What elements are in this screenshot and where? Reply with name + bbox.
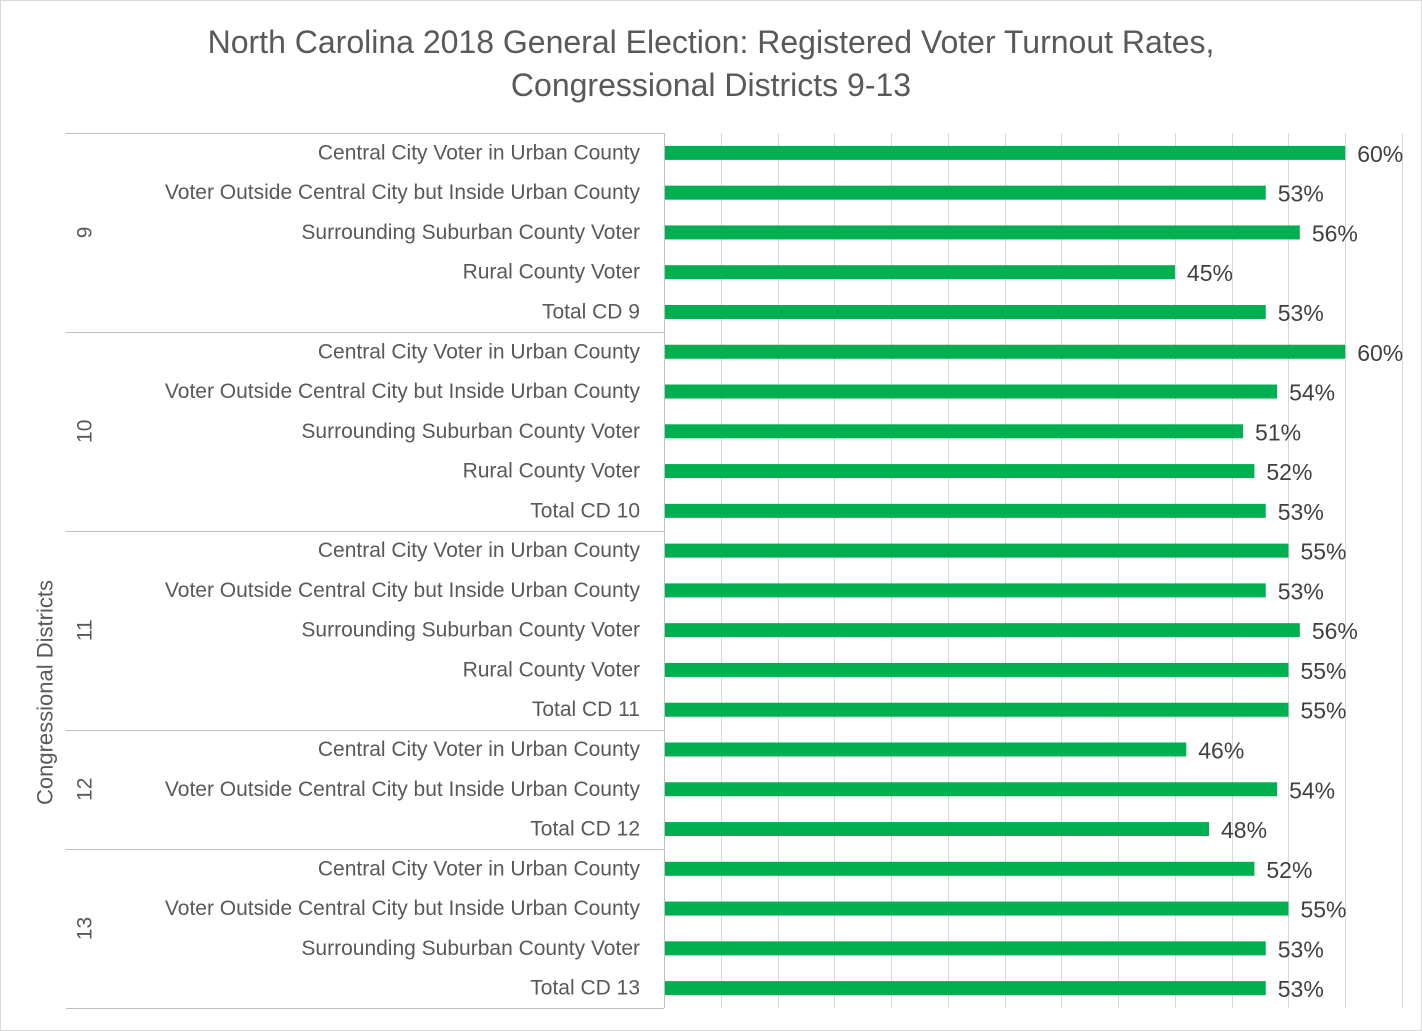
category-label: Central City Voter in Urban County: [318, 340, 641, 363]
bar: [665, 265, 1175, 280]
data-label: 55%: [1300, 698, 1346, 724]
bar: [665, 702, 1289, 717]
bar: [665, 503, 1266, 518]
group-label: 12: [74, 778, 97, 801]
category-label: Surrounding Suburban County Voter: [301, 937, 640, 960]
group-label: 11: [74, 619, 97, 641]
category-label: Voter Outside Central City but Inside Ur…: [165, 380, 641, 403]
category-label: Total CD 11: [532, 698, 640, 721]
data-label: 53%: [1278, 300, 1324, 326]
category-label: Central City Voter in Urban County: [318, 738, 641, 761]
bar: [665, 901, 1289, 916]
bar: [665, 145, 1346, 160]
category-label: Total CD 9: [542, 300, 640, 323]
data-label: 54%: [1289, 777, 1335, 803]
bar: [665, 424, 1244, 439]
bar: [665, 464, 1255, 479]
category-label: Total CD 13: [530, 977, 640, 1000]
data-label: 52%: [1266, 857, 1312, 883]
data-label: 60%: [1357, 141, 1403, 167]
chart-subtitle: Congressional Districts 9-13: [510, 67, 912, 103]
data-label: 45%: [1187, 260, 1233, 286]
category-label: Total CD 10: [530, 499, 640, 522]
bar: [665, 662, 1289, 677]
category-label: Voter Outside Central City but Inside Ur…: [165, 579, 641, 602]
data-label: 56%: [1312, 618, 1358, 644]
bar: [665, 344, 1346, 359]
category-label: Rural County Voter: [463, 460, 640, 483]
group-label: 9: [74, 227, 97, 239]
category-label: Surrounding Suburban County Voter: [301, 221, 640, 244]
category-label: Voter Outside Central City but Inside Ur…: [165, 778, 641, 801]
data-label: 53%: [1278, 976, 1324, 1002]
bar: [665, 742, 1187, 757]
category-label: Central City Voter in Urban County: [318, 141, 641, 164]
bar: [665, 543, 1289, 558]
category-label: Central City Voter in Urban County: [318, 857, 641, 880]
bar: [665, 583, 1266, 598]
data-label: 46%: [1198, 737, 1244, 763]
data-label: 53%: [1278, 578, 1324, 604]
bar: [665, 822, 1209, 837]
chart-title: North Carolina 2018 General Election: Re…: [207, 24, 1215, 60]
bar: [665, 304, 1266, 319]
data-label: 52%: [1266, 459, 1312, 485]
data-label: 54%: [1289, 380, 1335, 406]
category-label: Central City Voter in Urban County: [318, 539, 641, 562]
bar: [665, 384, 1278, 399]
category-label: Rural County Voter: [463, 261, 640, 284]
category-label: Total CD 12: [530, 818, 640, 841]
data-label: 53%: [1278, 499, 1324, 525]
category-label: Surrounding Suburban County Voter: [301, 420, 640, 443]
category-label: Surrounding Suburban County Voter: [301, 619, 640, 642]
group-label: 10: [74, 420, 97, 443]
data-label: 48%: [1221, 817, 1267, 843]
data-label: 55%: [1300, 539, 1346, 565]
category-label: Rural County Voter: [463, 658, 640, 681]
data-label: 60%: [1357, 340, 1403, 366]
bar: [665, 981, 1266, 996]
data-label: 53%: [1278, 936, 1324, 962]
bar: [665, 941, 1266, 956]
category-label: Voter Outside Central City but Inside Ur…: [165, 897, 641, 920]
bar: [665, 225, 1300, 240]
group-label: 13: [74, 917, 97, 940]
data-label: 56%: [1312, 220, 1358, 246]
category-label: Voter Outside Central City but Inside Ur…: [165, 181, 641, 204]
data-label: 53%: [1278, 181, 1324, 207]
bar: [665, 623, 1300, 638]
y-axis-title: Congressional Districts: [33, 580, 58, 805]
bar: [665, 185, 1266, 200]
bar: [665, 782, 1278, 797]
data-label: 55%: [1300, 658, 1346, 684]
data-label: 51%: [1255, 419, 1301, 445]
bar: [665, 861, 1255, 876]
data-label: 55%: [1300, 897, 1346, 923]
